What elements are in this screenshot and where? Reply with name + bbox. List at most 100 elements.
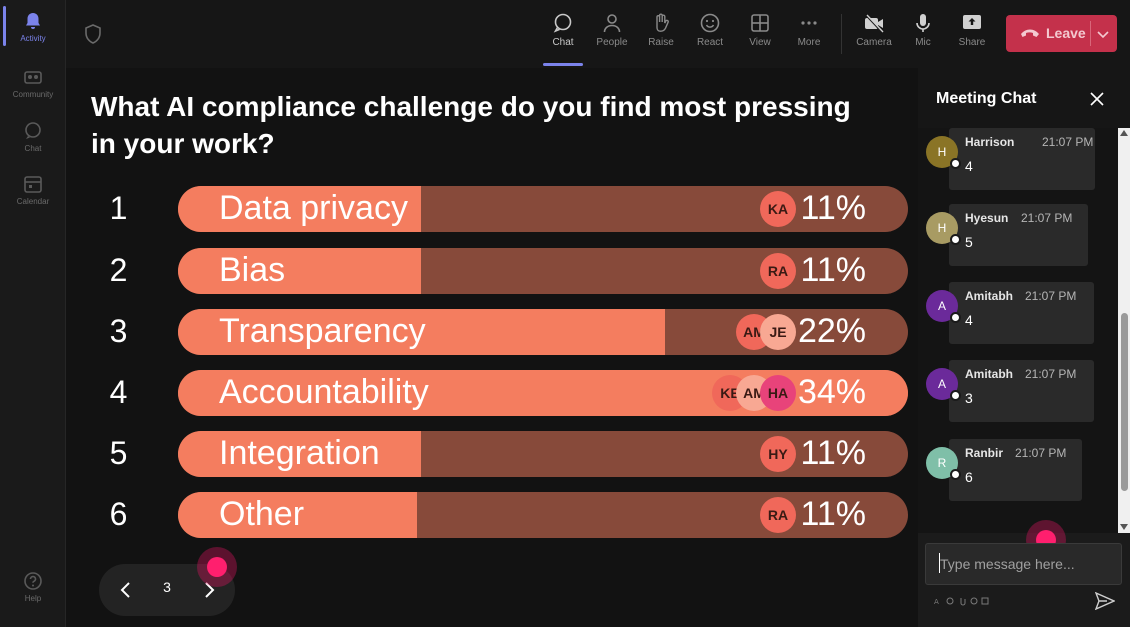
page-number: 3	[163, 579, 171, 595]
message-bubble: Ranbir 21:07 PM 6	[949, 439, 1082, 501]
presence-status-icon	[950, 390, 961, 401]
voter-avatar: HY	[760, 436, 796, 472]
scrollbar-thumb[interactable]	[1121, 313, 1128, 491]
format-toolbar-icon[interactable]: A	[934, 596, 994, 606]
chevron-left-icon[interactable]	[113, 577, 139, 603]
chevron-down-icon[interactable]	[1095, 26, 1111, 42]
toolbar-share-button[interactable]: Share	[950, 12, 994, 48]
sender-name: Amitabh	[965, 367, 1013, 381]
sender-name: Amitabh	[965, 289, 1013, 303]
voter-avatars: KA	[760, 191, 796, 227]
sender-name: Ranbir	[965, 446, 1004, 460]
option-percent: 11%	[800, 434, 866, 472]
option-bar: Transparency AM JE 22%	[178, 309, 908, 355]
voter-avatars: RA	[760, 253, 796, 289]
message-bubble: Harrison 21:07 PM 4	[949, 128, 1095, 190]
rail-item-activity[interactable]: Activity	[0, 10, 66, 43]
message-text: 4	[965, 312, 973, 328]
voter-avatar: RA	[760, 253, 796, 289]
close-icon[interactable]	[1088, 90, 1106, 108]
toolbar-mic-button[interactable]: Mic	[901, 12, 945, 48]
text-caret	[939, 553, 940, 573]
chat-icon	[25, 122, 41, 139]
option-bar-fill	[178, 492, 417, 538]
rail-label: Activity	[20, 34, 46, 43]
toolbar-label: View	[749, 37, 771, 48]
chat-title: Meeting Chat	[936, 90, 1037, 107]
option-label: Accountability	[219, 373, 429, 411]
hand-icon	[656, 13, 669, 32]
chevron-right-icon[interactable]	[196, 577, 222, 603]
toolbar-view-button[interactable]: View	[738, 12, 782, 48]
rail-item-community[interactable]: Community	[0, 66, 66, 99]
toolbar-label: React	[696, 37, 724, 48]
smiley-icon	[700, 13, 720, 33]
toolbar-raise-button[interactable]: Raise	[639, 12, 683, 48]
option-label: Other	[219, 495, 305, 533]
rail-label: Help	[24, 594, 42, 603]
toolbar-label: Chat	[552, 37, 574, 48]
presence-status-icon	[950, 158, 961, 169]
rail-item-chat[interactable]: Chat	[0, 120, 66, 153]
toolbar-label: Share	[958, 37, 986, 48]
bell-icon	[26, 13, 40, 29]
option-percent: 11%	[800, 189, 866, 227]
toolbar-more-button[interactable]: More	[787, 12, 831, 48]
rail-label: Chat	[24, 144, 42, 153]
scroll-down-arrow-icon[interactable]	[1120, 524, 1128, 530]
calendar-icon	[24, 176, 42, 193]
toolbar-label: People	[596, 37, 628, 48]
option-rank: 4	[109, 374, 128, 410]
chat-message-list[interactable]: Harrison 21:07 PM 4 H Hyesun 21:07 PM 5 H Amitab…	[918, 128, 1118, 533]
share-icon	[963, 15, 981, 29]
poll-option-row: 4 Accountability KE AM HA 34%	[66, 370, 918, 416]
message-time: 21:07 PM	[1021, 211, 1073, 225]
chat-scrollbar[interactable]	[1118, 128, 1130, 533]
leave-button[interactable]: Leave	[1006, 15, 1117, 52]
voter-avatars: KE AM HA	[712, 375, 796, 411]
more-icon	[801, 21, 817, 25]
message-time: 21:07 PM	[1015, 446, 1067, 460]
chat-message-input[interactable]	[925, 543, 1122, 585]
voter-avatar: JE	[760, 314, 796, 350]
pointer-highlight	[197, 547, 237, 587]
presence-status-icon	[950, 312, 961, 323]
rail-item-help[interactable]: Help	[0, 570, 66, 603]
toolbar-label: More	[797, 37, 821, 48]
toolbar-label: Camera	[856, 37, 892, 48]
people-icon	[603, 14, 621, 33]
toolbar-label: Mic	[915, 37, 931, 48]
sender-name: Hyesun	[965, 211, 1009, 225]
toolbar-react-button[interactable]: React	[688, 12, 732, 48]
option-rank: 2	[109, 252, 128, 288]
shield-icon[interactable]	[84, 24, 102, 44]
toolbar-divider	[841, 14, 842, 54]
toolbar-chat-button[interactable]: Chat	[541, 12, 585, 48]
message-time: 21:07 PM	[1042, 135, 1094, 149]
poll-stage: What AI compliance challenge do you find…	[66, 68, 918, 627]
voter-avatar: RA	[760, 497, 796, 533]
toolbar-camera-button[interactable]: Camera	[852, 12, 896, 48]
voter-avatars: AM JE	[736, 314, 796, 350]
scroll-up-arrow-icon[interactable]	[1120, 130, 1128, 136]
rail-item-calendar[interactable]: Calendar	[0, 173, 66, 206]
voter-avatar: KA	[760, 191, 796, 227]
grid-icon	[751, 14, 769, 32]
svg-text:A: A	[934, 598, 939, 606]
option-bar-fill	[178, 431, 421, 477]
poll-option-row: 3 Transparency AM JE 22%	[66, 309, 918, 355]
toolbar-people-button[interactable]: People	[590, 12, 634, 48]
option-bar: Accountability KE AM HA 34%	[178, 370, 908, 416]
leave-divider	[1090, 21, 1091, 46]
help-icon	[24, 572, 42, 590]
voter-avatars: RA	[760, 497, 796, 533]
send-icon[interactable]	[1095, 592, 1115, 610]
option-bar: Other RA 11%	[178, 492, 908, 538]
mic-icon	[916, 14, 930, 32]
option-bar: Bias RA 11%	[178, 248, 908, 294]
option-label: Integration	[219, 434, 380, 472]
avatar[interactable]: R	[926, 447, 958, 479]
phone-hangup-icon	[1021, 29, 1039, 37]
message-text: 3	[965, 390, 973, 406]
option-bar: Integration HY 11%	[178, 431, 908, 477]
